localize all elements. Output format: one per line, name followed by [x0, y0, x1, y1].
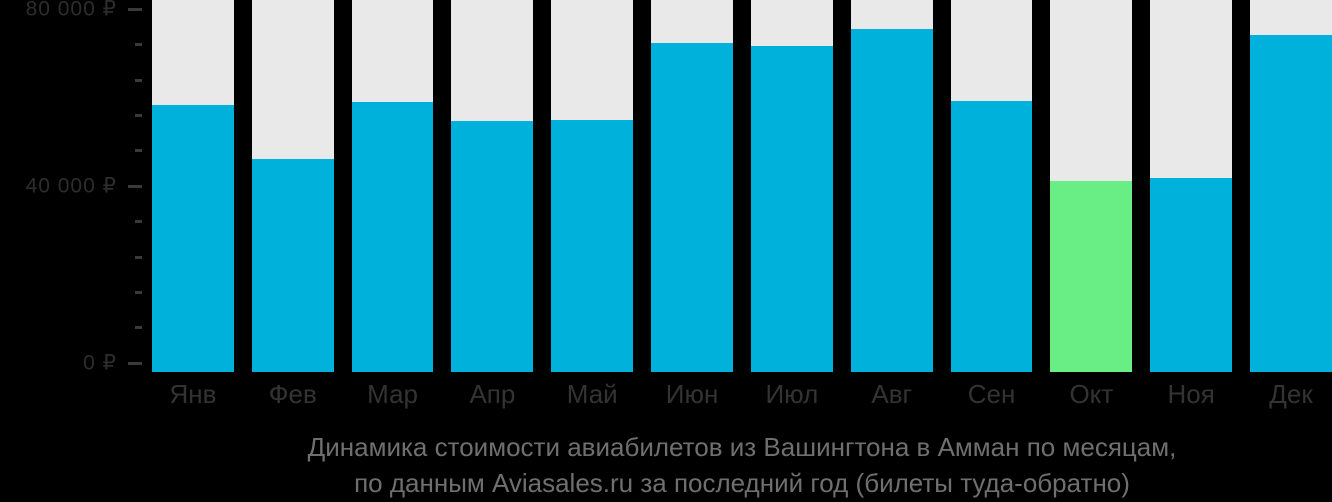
x-axis-month-label: Окт [1069, 379, 1114, 409]
y-axis-major-tick [128, 7, 142, 11]
bar [750, 46, 833, 372]
y-axis-minor-tick [135, 255, 142, 259]
x-axis-month-label: Сен [967, 379, 1016, 409]
y-axis-major-tick [128, 361, 142, 365]
bar-column: Янв [152, 0, 234, 409]
y-axis-tick-label: 40 000 ₽ [25, 174, 117, 198]
bar-column: Сен [950, 0, 1033, 409]
bar-column: Окт [1050, 0, 1133, 409]
y-axis-minor-tick [135, 78, 142, 82]
x-axis-month-label: Дек [1269, 379, 1313, 409]
y-axis-minor-tick [135, 326, 142, 330]
y-axis-minor-tick [135, 220, 142, 224]
x-axis-month-label: Мар [367, 379, 418, 409]
bar-highlighted [1050, 181, 1133, 372]
bar [1150, 178, 1233, 372]
chart-caption: Динамика стоимости авиабилетов из Вашинг… [152, 429, 1332, 501]
x-axis-month-label: Янв [169, 379, 217, 409]
bar [251, 159, 334, 372]
bar [551, 119, 634, 372]
bar [1250, 34, 1332, 372]
bars-container: Янв Фев Мар Апр Май Июн Июл Авг Сен Окт Ноя Дек [152, 0, 1332, 409]
bar-column: Фев [251, 0, 334, 409]
x-axis-month-label: Май [566, 379, 618, 409]
bar-column: Май [551, 0, 634, 409]
bar-column: Апр [451, 0, 534, 409]
x-axis-month-label: Ноя [1167, 379, 1215, 409]
bar [351, 102, 434, 372]
plot-area: 80 000 ₽ 40 000 ₽ 0 ₽ Янв Фев Мар Апр Май Июн Ию… [0, 0, 1332, 409]
y-axis-minor-tick [135, 43, 142, 47]
bar [152, 105, 234, 372]
bar-column: Ноя [1150, 0, 1233, 409]
bar-column: Июл [750, 0, 833, 409]
x-axis-month-label: Авг [871, 379, 913, 409]
bar [451, 120, 534, 372]
x-axis-month-label: Июн [665, 379, 719, 409]
y-axis-tick-label: 0 ₽ [83, 351, 117, 375]
y-axis-major-tick [128, 184, 142, 188]
chart-title: Динамика стоимости авиабилетов из Вашинг… [307, 432, 1177, 462]
bar [950, 100, 1033, 372]
bar [651, 42, 733, 372]
y-axis: 80 000 ₽ 40 000 ₽ 0 ₽ [0, 0, 152, 375]
bar [850, 28, 933, 372]
y-axis-minor-tick [135, 149, 142, 153]
bar-column: Июн [651, 0, 733, 409]
y-axis-minor-tick [135, 114, 142, 117]
x-axis-month-label: Апр [469, 379, 516, 409]
bar-column: Мар [351, 0, 434, 409]
bar-column: Авг [850, 0, 933, 409]
y-axis-tick-label: 80 000 ₽ [25, 0, 117, 21]
y-axis-minor-tick [135, 291, 142, 294]
x-axis-month-label: Июл [765, 379, 819, 409]
x-axis-month-label: Фев [268, 379, 317, 409]
chart-subtitle: по данным Aviasales.ru за последний год … [354, 468, 1130, 498]
bar-column: Дек [1250, 0, 1332, 409]
